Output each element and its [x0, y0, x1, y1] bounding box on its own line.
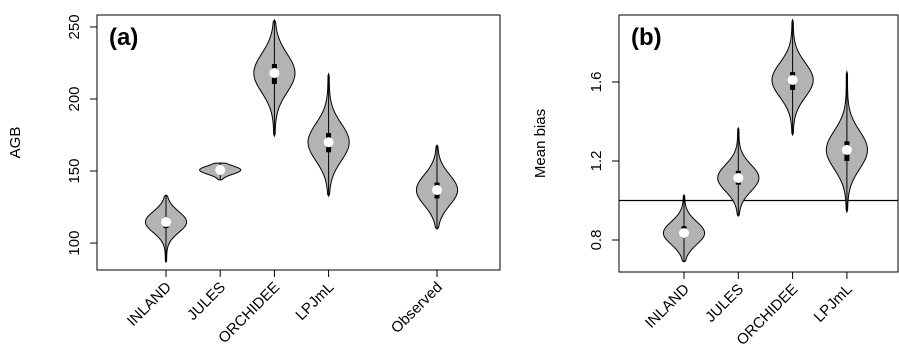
- y-tick-label: 0.8: [588, 230, 605, 251]
- median-dot: [787, 74, 798, 85]
- y-tick-label: 200: [66, 86, 83, 111]
- y-tick-label: 250: [66, 14, 83, 39]
- y-tick-label: 1.2: [588, 151, 605, 172]
- y-axis-label: AGB: [7, 127, 24, 159]
- x-tick-label: LPJmL: [811, 281, 856, 326]
- x-tick-label: JULES: [184, 279, 229, 324]
- y-axis-label: Mean bias: [532, 109, 549, 178]
- panel-title: (a): [109, 24, 138, 51]
- plot-frame: [618, 14, 899, 273]
- median-dot: [215, 165, 226, 176]
- median-dot: [733, 172, 744, 183]
- x-tick-label: JULES: [702, 281, 747, 326]
- x-tick-label: INLAND: [124, 279, 175, 330]
- median-dot: [161, 217, 171, 228]
- panel-title: (b): [631, 24, 662, 51]
- median-dot: [841, 144, 852, 155]
- y-tick-label: 1.6: [588, 72, 605, 93]
- median-dot: [432, 185, 442, 196]
- median-dot: [269, 68, 280, 79]
- x-tick-label: LPJmL: [292, 279, 337, 324]
- y-tick-label: 150: [66, 159, 83, 184]
- median-dot: [323, 137, 334, 148]
- median-dot: [679, 228, 689, 239]
- y-tick-label: 100: [66, 231, 83, 256]
- plot-frame: [96, 14, 501, 271]
- x-tick-label: INLAND: [642, 281, 693, 332]
- x-tick-label: Observed: [388, 279, 446, 337]
